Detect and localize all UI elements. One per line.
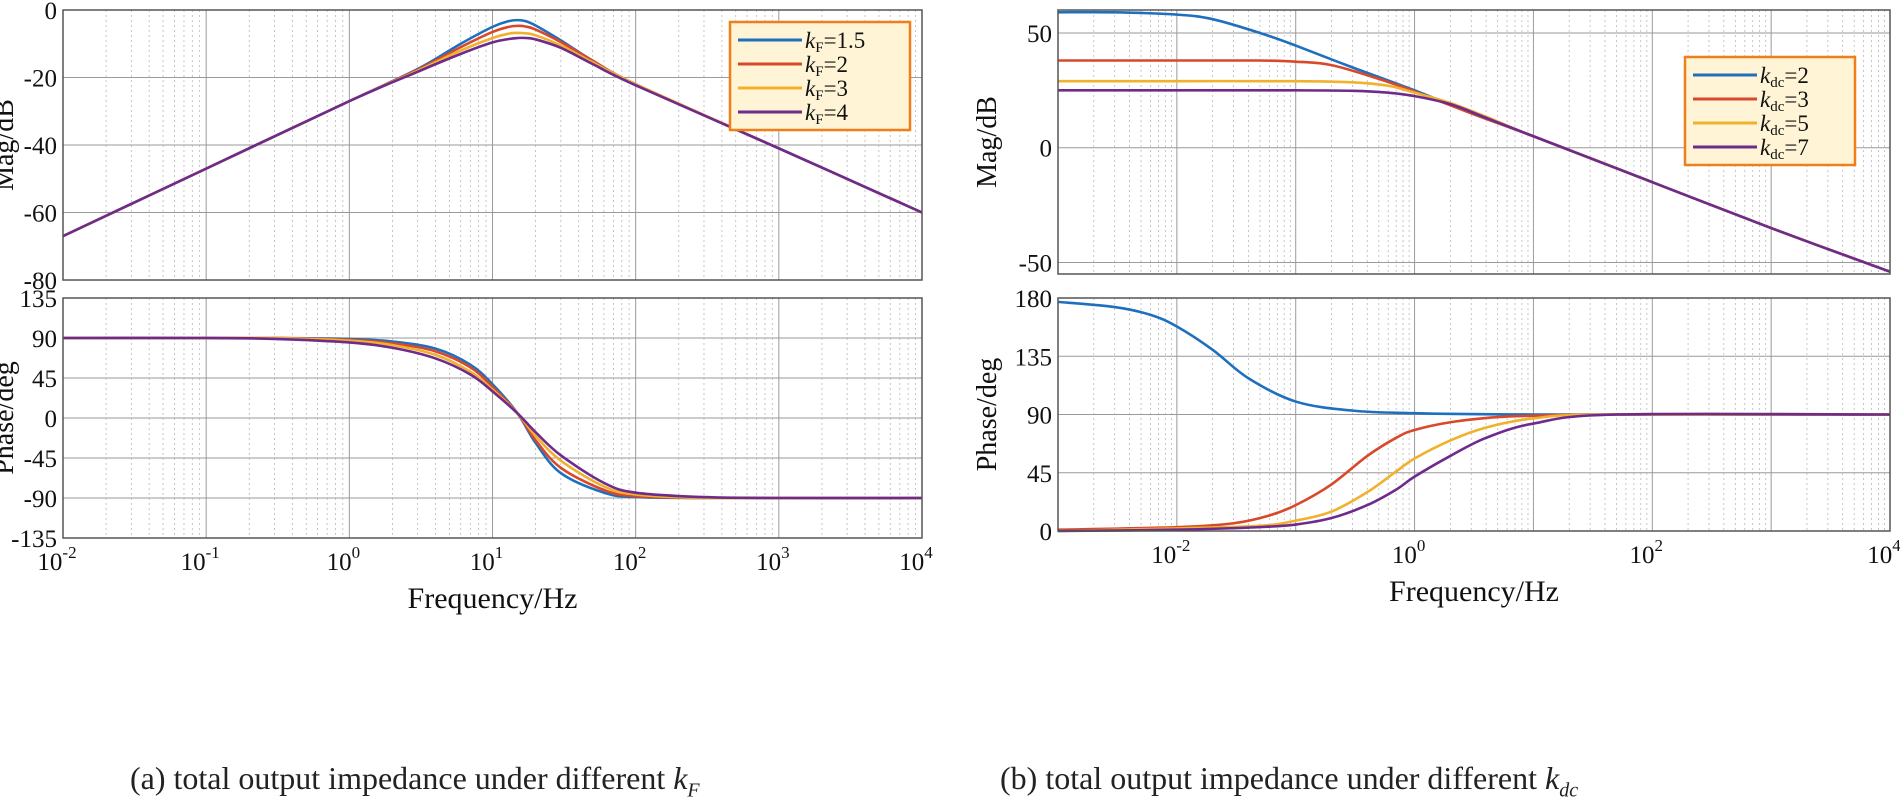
panel-b-phase: 180 135 90 45 0 Phase/deg 10-2 100 102 104 Frequen… [972,286,1900,608]
x-tick-label: 100 [327,543,361,576]
x-tick-label: 102 [1630,536,1664,569]
y-axis-label: Phase/deg [0,361,20,475]
x-axis-label: Frequency/Hz [408,582,578,615]
y-tick-label: 180 [1015,286,1053,313]
y-axis-label: Mag/dB [972,96,1003,188]
x-tick-label: 10-2 [1151,536,1190,569]
y-tick-label: -80 [24,268,57,295]
plot-frame [1057,297,1891,532]
y-tick-label: -40 [24,133,57,160]
plot-frame [1057,9,1891,275]
y-axis-label: Mag/dB [0,99,20,191]
x-tick-label: 10-1 [181,543,220,576]
legend-label: kF=2 [805,52,848,80]
x-tick-label: 10-2 [37,543,76,576]
legend-label: kF=4 [805,100,849,128]
y-tick-label: 0 [45,406,58,433]
y-tick-label: 45 [32,366,57,393]
x-tick-label: 102 [613,543,647,576]
x-axis-label: Frequency/Hz [1389,575,1559,608]
y-tick-label: 0 [1040,136,1053,163]
y-tick-label: -60 [24,201,57,228]
y-tick-label: 90 [32,326,57,353]
y-tick-label: 50 [1027,21,1052,48]
y-tick-label: 0 [1040,519,1053,546]
y-tick-label: 0 [45,0,58,25]
series-line-kF=4 [62,336,923,500]
y-tick-label: -20 [24,66,57,93]
x-tick-label: 103 [756,543,790,576]
caption-b: (b) total output impedance under differe… [1000,760,1579,802]
y-tick-label: -45 [24,446,57,473]
x-tick-label: 104 [899,543,933,576]
y-tick-label: -90 [24,486,57,513]
legend-label: kF=3 [805,76,848,104]
x-tick-label: 100 [1392,536,1426,569]
y-tick-label: 90 [1027,403,1052,430]
series-line-kdc=7 [1058,89,1891,273]
y-tick-label: 45 [1027,461,1052,488]
panel-a-mag: 0 -20 -40 -60 -80 Mag/dB kF=1.5kF=2kF=3kF=4 [0,0,923,295]
legend-label: kdc=3 [1760,87,1809,115]
series-line-kdc=7 [1057,412,1891,533]
y-tick-label: -135 [11,526,57,553]
y-tick-label: 135 [20,286,58,313]
x-tick-label: 101 [470,543,504,576]
plot-frame [62,297,923,539]
y-tick-label: 135 [1015,344,1053,371]
y-axis-label: Phase/deg [972,358,1003,472]
legend-label: kdc=5 [1760,111,1809,139]
panel-a-phase: 135 90 45 0 -45 -90 -135 Phase/deg 10-2 10-1 100 10… [0,286,933,615]
series-line-kF=4 [62,36,923,238]
plot-frame [62,9,923,281]
x-tick-label: 104 [1867,536,1900,569]
legend-label: kF=1.5 [805,28,865,56]
legend-label: kdc=7 [1760,135,1809,163]
legend-label: kdc=2 [1760,63,1809,91]
caption-a: (a) total output impedance under differe… [130,760,700,802]
legend: kF=1.5kF=2kF=3kF=4 [728,20,912,132]
y-tick-label: -50 [1019,251,1052,278]
